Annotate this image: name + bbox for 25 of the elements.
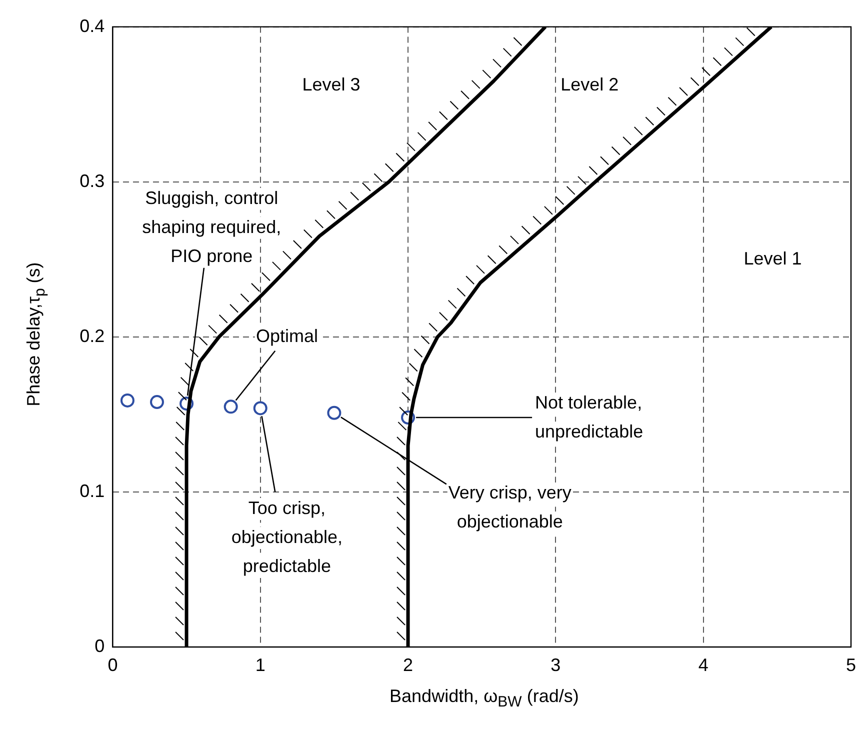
annotation: Very crisp, very objectionable [448, 482, 572, 532]
annotation: Not tolerable, unpredictable [535, 392, 644, 442]
annotation: Level 2 [560, 74, 619, 95]
y-tick-label: 0.4 [80, 16, 105, 36]
x-tick-label: 0 [108, 654, 118, 675]
y-tick-label: 0 [94, 636, 105, 656]
annotation: Optimal [256, 326, 318, 346]
x-tick-label: 3 [550, 654, 561, 675]
annotation: Level 3 [302, 74, 360, 95]
y-tick-label: 0.2 [80, 326, 105, 346]
point [150, 395, 164, 410]
point [120, 393, 134, 408]
y-tick-label: 0.1 [80, 480, 105, 501]
annotation: Sluggish, control shaping required, PIO prone [142, 188, 282, 266]
point [224, 400, 238, 414]
x-tick-label: 5 [846, 654, 856, 675]
x-axis-title: Bandwidth, ω$_{BW}$ (rad/s) [388, 686, 580, 711]
y-tick-label: 0.3 [80, 170, 105, 191]
point [253, 401, 268, 416]
annotation: Too crisp, objectionable, predictable [231, 498, 342, 576]
x-tick-label: 4 [698, 654, 708, 675]
annotation: Level 1 [744, 248, 802, 268]
x-tick-label: 1 [255, 654, 266, 675]
point [327, 406, 342, 420]
x-tick-label: 2 [403, 654, 414, 675]
